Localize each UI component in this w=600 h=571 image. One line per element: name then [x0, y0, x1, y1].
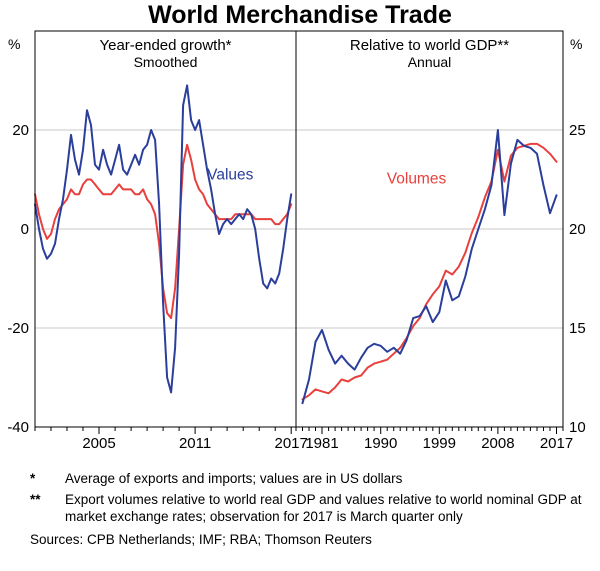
y-tick-label: -20: [7, 320, 29, 337]
sources-line: Sources: CPB Netherlands; IMF; RBA; Thom…: [30, 532, 372, 547]
y-tick-label: 20: [12, 122, 29, 139]
series-line-values: [301, 129, 558, 405]
y-tick-label: 25: [569, 122, 586, 139]
panel-subtitle: Smoothed: [134, 54, 198, 70]
x-tick-label: 1981: [305, 435, 338, 452]
x-tick-label: 2017: [275, 435, 308, 452]
footnotes: * Average of exports and imports; values…: [0, 470, 600, 548]
x-tick-label: 2008: [481, 435, 514, 452]
y-tick-label: -40: [7, 419, 29, 436]
footnote-1: * Average of exports and imports; values…: [30, 470, 582, 487]
x-tick-label: 1999: [423, 435, 456, 452]
x-tick-label: 2011: [179, 435, 211, 452]
page-title: World Merchandise Trade: [148, 1, 452, 29]
panel-subtitle: Annual: [408, 54, 452, 70]
x-tick-label: 1990: [364, 435, 397, 452]
series-label-volumes: Volumes: [387, 171, 447, 188]
footnote-2-text: Export volumes relative to world real GD…: [65, 492, 582, 524]
y-tick-label: 0: [21, 221, 29, 238]
chart-canvas: Values 2005 2011 2017 -40 -20 0 20% Year-ended g…: [7, 30, 586, 452]
series-label-values: Values: [207, 167, 253, 184]
footnote-1-text: Average of exports and imports; values a…: [65, 471, 403, 486]
panel-title: Relative to world GDP**: [350, 37, 509, 54]
footnote-2-marker: **: [30, 492, 41, 507]
x-tick-label: 2017: [540, 435, 573, 452]
x-tick-label: 2005: [82, 435, 115, 452]
series-line-values: [34, 84, 293, 394]
y-tick-label: 20: [569, 221, 586, 238]
plot-border: [34, 30, 564, 428]
panel-title: Year-ended growth*: [99, 37, 231, 54]
y-tick-label: 15: [569, 320, 586, 337]
y-axis-unit: %: [8, 36, 20, 52]
footnote-1-marker: *: [30, 471, 36, 486]
footnote-2: ** Export volumes relative to world real…: [30, 491, 582, 525]
y-axis-unit: %: [570, 36, 582, 52]
y-tick-label: 10: [569, 419, 586, 436]
